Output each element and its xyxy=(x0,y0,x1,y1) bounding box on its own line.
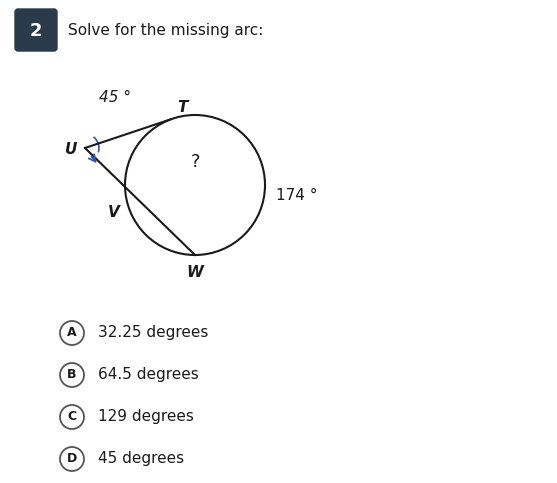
Text: Solve for the missing arc:: Solve for the missing arc: xyxy=(68,24,263,39)
Text: 174 °: 174 ° xyxy=(276,187,317,202)
Text: W: W xyxy=(187,265,203,280)
Text: 45 °: 45 ° xyxy=(99,89,131,104)
Text: U: U xyxy=(65,142,77,157)
Text: 129 degrees: 129 degrees xyxy=(98,410,194,425)
Text: T: T xyxy=(177,100,188,115)
Text: C: C xyxy=(67,411,76,424)
Text: V: V xyxy=(108,205,119,220)
Text: 32.25 degrees: 32.25 degrees xyxy=(98,326,208,341)
Text: 2: 2 xyxy=(30,22,42,40)
Text: A: A xyxy=(67,327,77,340)
Text: 45 degrees: 45 degrees xyxy=(98,452,184,467)
Text: D: D xyxy=(67,453,77,466)
Text: 64.5 degrees: 64.5 degrees xyxy=(98,368,199,383)
FancyBboxPatch shape xyxy=(15,9,57,51)
Text: B: B xyxy=(67,369,77,382)
Text: ?: ? xyxy=(190,153,200,171)
